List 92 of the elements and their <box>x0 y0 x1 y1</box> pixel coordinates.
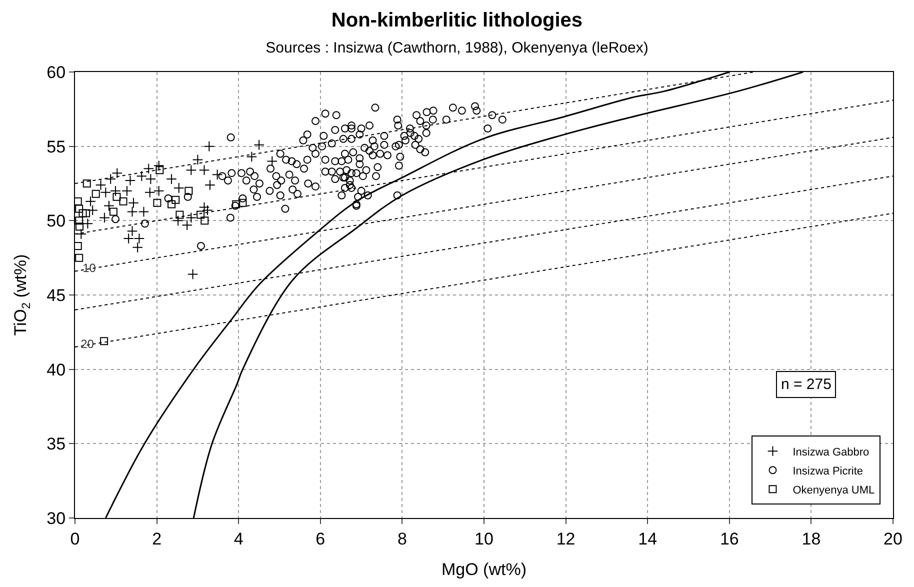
point <box>198 164 210 176</box>
point <box>112 192 121 201</box>
point <box>110 186 121 196</box>
point <box>172 196 180 204</box>
point <box>198 202 210 213</box>
point <box>143 163 154 174</box>
y-tick-label: 50 <box>46 212 66 231</box>
point <box>75 242 82 250</box>
point <box>82 218 94 230</box>
point <box>92 190 100 198</box>
x-tick-label: 0 <box>70 529 80 548</box>
point <box>126 206 138 218</box>
point <box>186 212 197 224</box>
point <box>112 168 123 178</box>
point <box>82 209 90 218</box>
y-tick-label: 45 <box>46 286 66 305</box>
point <box>232 200 240 208</box>
point <box>128 197 139 208</box>
point <box>75 204 84 213</box>
point <box>122 186 132 196</box>
point <box>153 160 164 172</box>
annotation: n = 275 <box>781 376 832 393</box>
x-tick-label: 8 <box>397 529 407 548</box>
point <box>99 212 110 224</box>
legend-label: Insizwa Picrite <box>792 465 864 478</box>
point <box>254 139 264 150</box>
chart-subtitle: Sources : Insizwa (Cawthorn, 1988), Okenyenya (leRoex) <box>266 39 648 56</box>
point <box>105 174 116 184</box>
point <box>138 206 150 218</box>
y-tick-label: 55 <box>46 137 66 156</box>
point <box>156 166 164 174</box>
point <box>87 204 98 216</box>
x-tick-label: 6 <box>316 529 326 548</box>
point <box>212 169 223 180</box>
legend-label: Insizwa Gabbro <box>792 446 870 458</box>
y-tick-label: 40 <box>46 360 66 380</box>
point <box>176 210 184 219</box>
y-tick-label: 35 <box>46 434 66 454</box>
point <box>76 228 87 240</box>
point <box>136 170 148 182</box>
point <box>182 220 192 231</box>
point <box>124 175 136 186</box>
point <box>75 197 82 206</box>
legend-label: Okenyenya UML <box>792 484 875 496</box>
point <box>75 254 84 262</box>
point <box>184 186 193 195</box>
point <box>200 216 209 225</box>
point <box>172 215 184 226</box>
point <box>100 337 108 346</box>
x-tick-label: 2 <box>152 529 162 548</box>
point <box>153 198 162 207</box>
point <box>166 174 177 184</box>
point <box>173 182 184 194</box>
point <box>144 187 156 198</box>
point <box>186 164 197 176</box>
point <box>246 151 258 162</box>
point <box>85 196 96 207</box>
point <box>145 174 156 184</box>
chart-title: Non-kimberlitic lithologies <box>331 9 583 32</box>
x-tick-label: 4 <box>234 529 244 548</box>
point <box>78 209 87 218</box>
point <box>75 216 84 225</box>
point <box>168 200 176 208</box>
point <box>82 180 91 188</box>
annotation: 20 <box>80 336 94 351</box>
point <box>266 156 278 167</box>
point <box>238 198 247 207</box>
point <box>202 204 213 216</box>
point <box>187 268 198 280</box>
y-tick-label: 30 <box>46 508 66 528</box>
point <box>123 233 134 244</box>
point <box>134 233 145 244</box>
point <box>104 200 114 212</box>
point <box>196 210 205 219</box>
point <box>204 180 216 190</box>
point <box>109 208 118 216</box>
x-tick-label: 16 <box>720 529 739 548</box>
annotation: 10 <box>82 260 96 275</box>
point <box>132 242 143 253</box>
x-tick-label: 10 <box>474 529 494 548</box>
x-axis-title: MgO (wt%) <box>442 560 526 579</box>
x-tick-label: 14 <box>638 529 658 548</box>
point <box>204 140 215 152</box>
x-tick-label: 12 <box>556 529 576 548</box>
point <box>126 226 138 236</box>
x-tick-label: 20 <box>884 529 902 548</box>
y-tick-label: 60 <box>46 62 66 82</box>
point <box>76 222 84 231</box>
point <box>119 197 128 206</box>
x-tick-label: 18 <box>802 529 821 548</box>
point <box>153 186 164 196</box>
point <box>192 154 204 166</box>
